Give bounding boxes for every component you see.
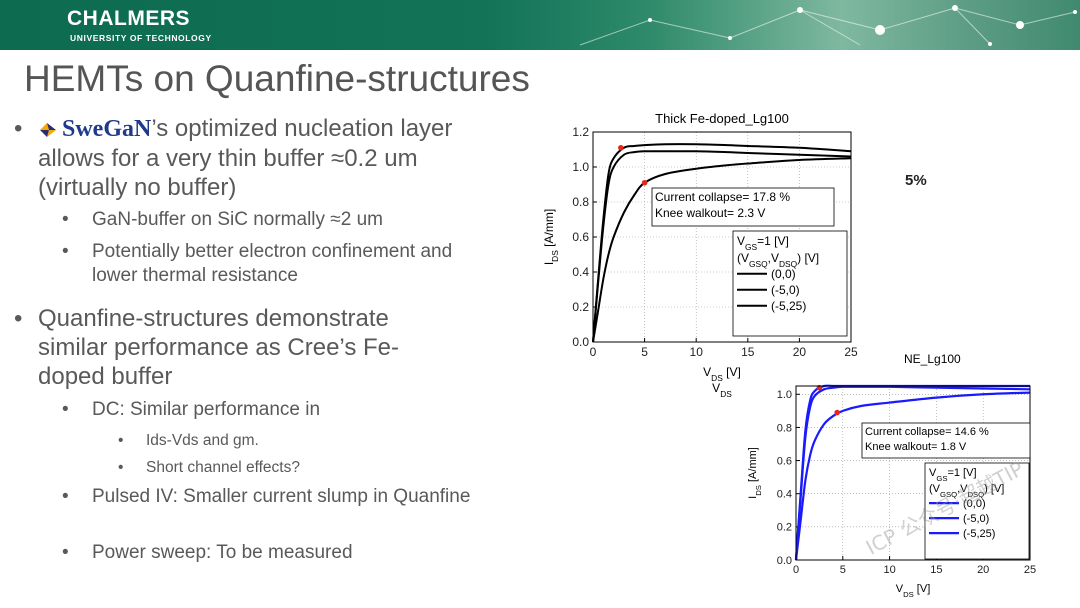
- legend-label: (-5,25): [771, 299, 806, 313]
- network-decoration: [579, 5, 1077, 46]
- series-line-1: [592, 150, 852, 343]
- sub-bullet-text: DC: Similar performance in: [92, 399, 321, 420]
- chart-title: NE_Lg100: [904, 352, 961, 366]
- x-tick-label: 15: [930, 564, 942, 576]
- x-tick-label: 15: [741, 345, 755, 359]
- legend-header: VGS=1 [V]: [929, 467, 977, 483]
- x-axis-label: VDS [V]: [896, 583, 931, 599]
- sub-bullet-text: Power sweep: To be measured: [92, 542, 353, 563]
- x-tick-label: 0: [793, 564, 799, 576]
- brand-subtitle: UNIVERSITY OF TECHNOLOGY: [70, 33, 212, 43]
- y-tick-label: 0.0: [572, 335, 589, 349]
- marker-point: [641, 179, 648, 186]
- annotation-text: Knee walkout= 2.3 V: [655, 206, 765, 220]
- y-tick-label: 0.0: [777, 555, 792, 567]
- annotation-box: [651, 187, 835, 227]
- x-tick-label: 5: [641, 345, 648, 359]
- y-tick-label: 0.4: [572, 265, 589, 279]
- annotation-text: Current collapse= 14.6 %: [865, 426, 989, 438]
- y-axis-label: IDS [A/mm]: [747, 447, 763, 499]
- legend-label: (-5,25): [963, 528, 995, 540]
- chart-quanfine: 0 5 10 15 20 25 0.0 0.2 0.4 0.6 0.8 1.0 Current coll…: [747, 352, 1036, 599]
- y-tick-label: 0.4: [777, 489, 792, 501]
- legend-box: [924, 462, 1030, 560]
- plot-frame: [592, 131, 852, 343]
- x-tick-label: 20: [977, 564, 989, 576]
- x-axis-label: VDS [V]: [703, 365, 741, 383]
- y-tick-label: 0.8: [777, 422, 792, 434]
- chart-title: Thick Fe-doped_Lg100: [655, 111, 789, 126]
- sub-bullet-text: Pulsed IV: Smaller current slump in Quan…: [92, 486, 471, 507]
- x-tick-label: 0: [590, 345, 597, 359]
- marker-point: [834, 409, 840, 416]
- y-tick-label: 0.2: [572, 300, 589, 314]
- y-tick-label: 0.8: [572, 195, 589, 209]
- annotation-text: Current collapse= 17.8 %: [655, 190, 790, 204]
- x-tick-label: 5: [840, 564, 846, 576]
- x-axis-label-extra: VDS: [712, 381, 732, 399]
- bullet-text: ’s optimized nucleation layer allows for…: [38, 115, 453, 201]
- series-line-2: [592, 157, 852, 343]
- y-tick-label: 0.6: [777, 455, 792, 467]
- legend-label: (-5,0): [963, 513, 989, 525]
- swegan-leaf-icon: [40, 123, 56, 137]
- sub-sub-bullet-text: Ids-Vds and gm.: [146, 432, 259, 449]
- sub-bullet-text: Potentially better electron confinement …: [92, 241, 453, 286]
- x-tick-label: 10: [883, 564, 895, 576]
- legend-header: VGS=1 [V]: [737, 234, 789, 252]
- x-tick-label: 25: [1024, 564, 1036, 576]
- sub-bullet-text: GaN-buffer on SiC normally ≈2 um: [92, 209, 383, 230]
- chart-fe-doped: 0 5 10 15 20 25 0.0 0.2 0.4 0.6 0.8 1.0 1.2 Current c…: [542, 111, 858, 399]
- y-tick-label: 0.2: [777, 522, 792, 534]
- brand-name: CHALMERS: [67, 7, 190, 30]
- slide-title: HEMTs on Quanfine-structures: [24, 58, 530, 99]
- series-line-1: [794, 385, 1031, 561]
- bullet-dot: •: [14, 115, 23, 142]
- legend-label: (0,0): [963, 498, 986, 510]
- annotation-box: [861, 422, 1031, 459]
- legend-header: (VGSQ,VDSQ) [V]: [929, 483, 1004, 499]
- y-tick-label: 1.2: [572, 125, 589, 139]
- legend-label: (0,0): [771, 267, 796, 281]
- swegan-logo: SweGaN: [62, 116, 152, 142]
- x-tick-label: 10: [690, 345, 704, 359]
- side-note: 5%: [905, 172, 927, 189]
- y-axis-label: IDS [A/mm]: [542, 209, 560, 265]
- y-tick-label: 1.0: [777, 389, 792, 401]
- legend-header: (VGSQ,VDSQ) [V]: [737, 251, 819, 269]
- sub-sub-bullet-text: Short channel effects?: [146, 459, 300, 476]
- series-line-2: [794, 391, 1031, 561]
- header-banner: CHALMERS UNIVERSITY OF TECHNOLOGY: [0, 0, 1080, 50]
- plot-frame: [795, 385, 1031, 561]
- x-tick-label: 20: [793, 345, 807, 359]
- bullet-text: Quanfine-structures demonstrate similar …: [38, 305, 399, 390]
- annotation-text: Knee walkout= 1.8 V: [865, 441, 967, 453]
- legend-box: [732, 230, 848, 337]
- x-tick-label: 25: [844, 345, 858, 359]
- y-tick-label: 1.0: [572, 160, 589, 174]
- marker-point: [618, 144, 624, 151]
- legend-label: (-5,0): [771, 283, 800, 297]
- y-tick-label: 0.6: [572, 230, 589, 244]
